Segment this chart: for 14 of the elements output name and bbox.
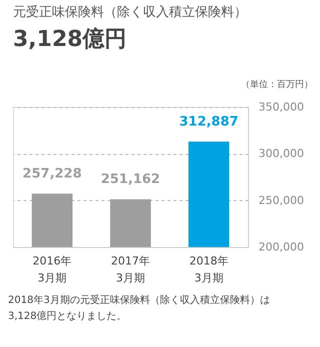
x-tick-label: 2018年 3月期: [189, 254, 228, 284]
data-label: 257,228: [22, 166, 82, 182]
data-label: 312,887: [179, 114, 238, 130]
y-tick-label: 300,000: [258, 147, 304, 160]
x-tick-label: 2016年 3月期: [32, 254, 72, 284]
text: 2018年3月期の元受正味保険料（除く収入積立保険料）は 3,128億円となりました。: [8, 294, 270, 322]
x-tick-label: 2017年 3月期: [111, 254, 150, 284]
text: （単位：百万円）: [241, 79, 313, 90]
y-tick-label: 200,000: [258, 240, 304, 254]
y-tick-label: 350,000: [258, 100, 304, 114]
chart-title: 元受正味保険料（除く収入積立保険料）: [13, 4, 247, 20]
y-tick-label: 250,000: [258, 194, 304, 207]
data-label: 251,162: [100, 172, 160, 188]
chart-subtitle: 3,128億円: [13, 27, 127, 52]
